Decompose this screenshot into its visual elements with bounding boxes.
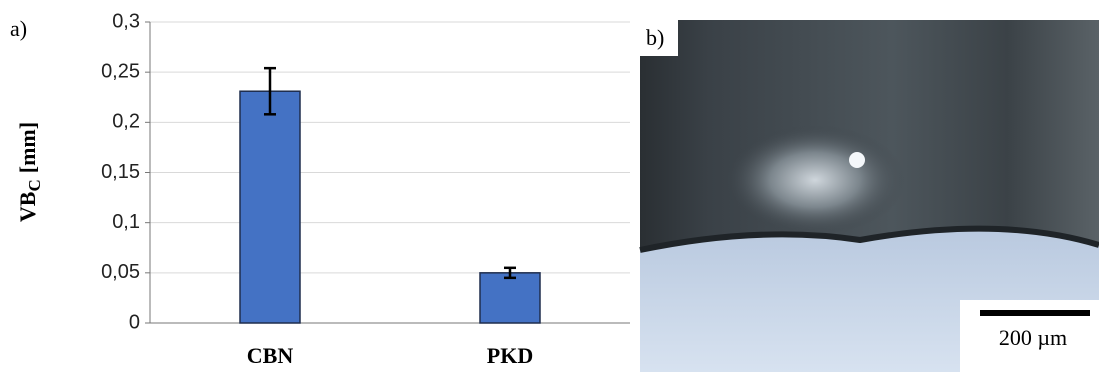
y-tick-label: 0,05 — [101, 261, 140, 283]
y-tick-label: 0 — [129, 311, 140, 333]
scale-label: 200 µm — [999, 325, 1067, 350]
highlight — [849, 152, 865, 168]
y-label-sub: C — [25, 179, 44, 191]
panel-label: b) — [646, 25, 664, 50]
error-bar — [504, 266, 516, 280]
bar — [479, 272, 541, 324]
y-label-unit: [mm] — [15, 122, 40, 173]
error-bar — [264, 66, 276, 116]
label-box — [640, 20, 678, 56]
y-tick-label: 0,15 — [101, 161, 140, 183]
y-tick-label: 0,1 — [112, 211, 140, 233]
bar — [239, 90, 301, 324]
x-tick-label: CBN — [247, 343, 294, 368]
x-tick-label: PKD — [487, 343, 533, 368]
panel-label: a) — [10, 16, 27, 41]
y-tick-label: 0,2 — [112, 111, 140, 133]
y-axis-label: VBC [mm] — [15, 122, 44, 222]
y-tick-label: 0,3 — [112, 10, 140, 32]
photo-edge — [639, 225, 1099, 253]
y-label-main: VB — [15, 191, 40, 222]
y-tick-label: 0,25 — [101, 60, 140, 82]
plot-area: 0 0,05 0,1 0,15 0,2 0,25 0,3 CBN PKD — [101, 10, 630, 368]
wear-zone — [725, 125, 905, 235]
photo-panel: b) 200 µm — [639, 20, 1099, 372]
